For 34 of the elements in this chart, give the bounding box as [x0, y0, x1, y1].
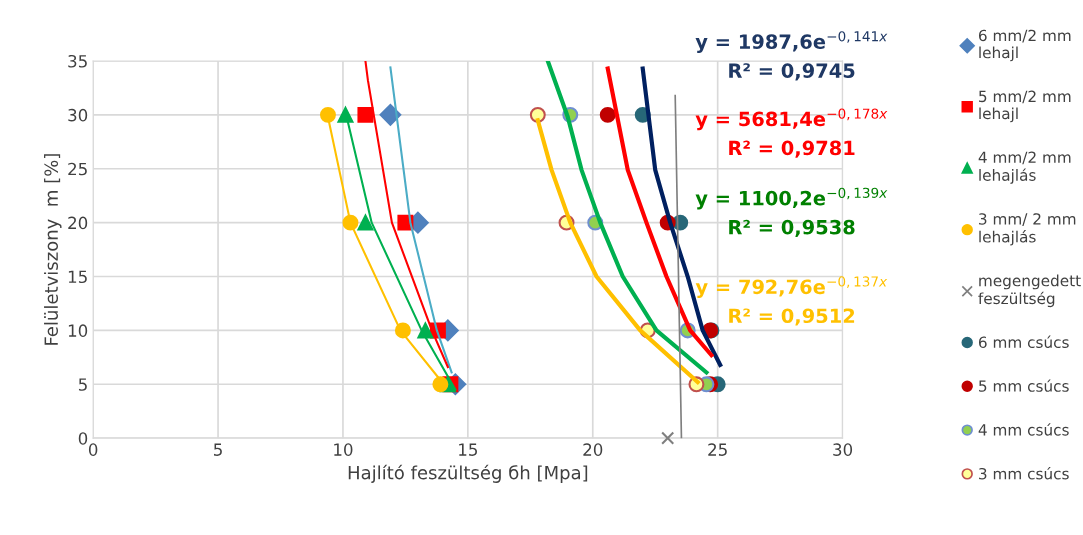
legend-label: 6 mm/2 mm lehajl [978, 29, 1071, 62]
legend-label: 5 mm/2 mm lehajl [979, 90, 1071, 123]
y-axis-title: Felületviszony m [%] [44, 154, 62, 345]
annotation: y = 5681,4e$^{−0,178x}$ [695, 108, 888, 131]
y-tick-label: 35 [68, 54, 87, 68]
legend-label: 5 mm csúcs [979, 379, 1069, 392]
y-tick-label: 5 [78, 378, 87, 391]
y-tick-label: 20 [68, 216, 88, 230]
x-tick-label: 30 [833, 443, 853, 456]
x-tick-label: 20 [583, 443, 603, 456]
y-tick-label: 10 [68, 324, 88, 337]
legend-label: 3 mm csúcs [979, 467, 1069, 480]
annotation: R² = 0,9781 [729, 140, 855, 158]
y-tick-label: 25 [68, 162, 87, 176]
legend-label: megengedett feszültség [978, 274, 1081, 308]
x-tick-label: 25 [708, 443, 727, 456]
legend-label: 4 mm csúcs [978, 423, 1069, 436]
annotation: R² = 0,9512 [729, 308, 855, 326]
x-tick-label: 0 [88, 443, 98, 456]
x-tick-label: 15 [459, 443, 477, 456]
annotation: R² = 0,9745 [729, 63, 855, 81]
y-tick-label: 15 [68, 270, 87, 284]
legend-label: 6 mm csúcs [978, 335, 1069, 349]
text: y = 1987,6e$^{−0,141x}$ [695, 31, 888, 53]
annotation: y = 792,76e$^{−0,137x}$ [695, 276, 888, 299]
legend-label: 4 mm/2 mm lehajlás [978, 151, 1071, 184]
y-tick-label: 0 [78, 432, 88, 445]
y-tick-label: 30 [68, 108, 88, 122]
annotation: y = 1100,2e$^{−0,139x}$ [695, 187, 888, 210]
x-tick-label: 10 [334, 443, 353, 456]
x-axis-title: Hajlító feszültség бh [Mpa] [348, 464, 588, 483]
x-tick-label: 5 [214, 443, 222, 456]
annotation: R² = 0,9538 [729, 219, 855, 237]
legend-label: 3 mm/ 2 mm lehajlás [979, 213, 1076, 246]
